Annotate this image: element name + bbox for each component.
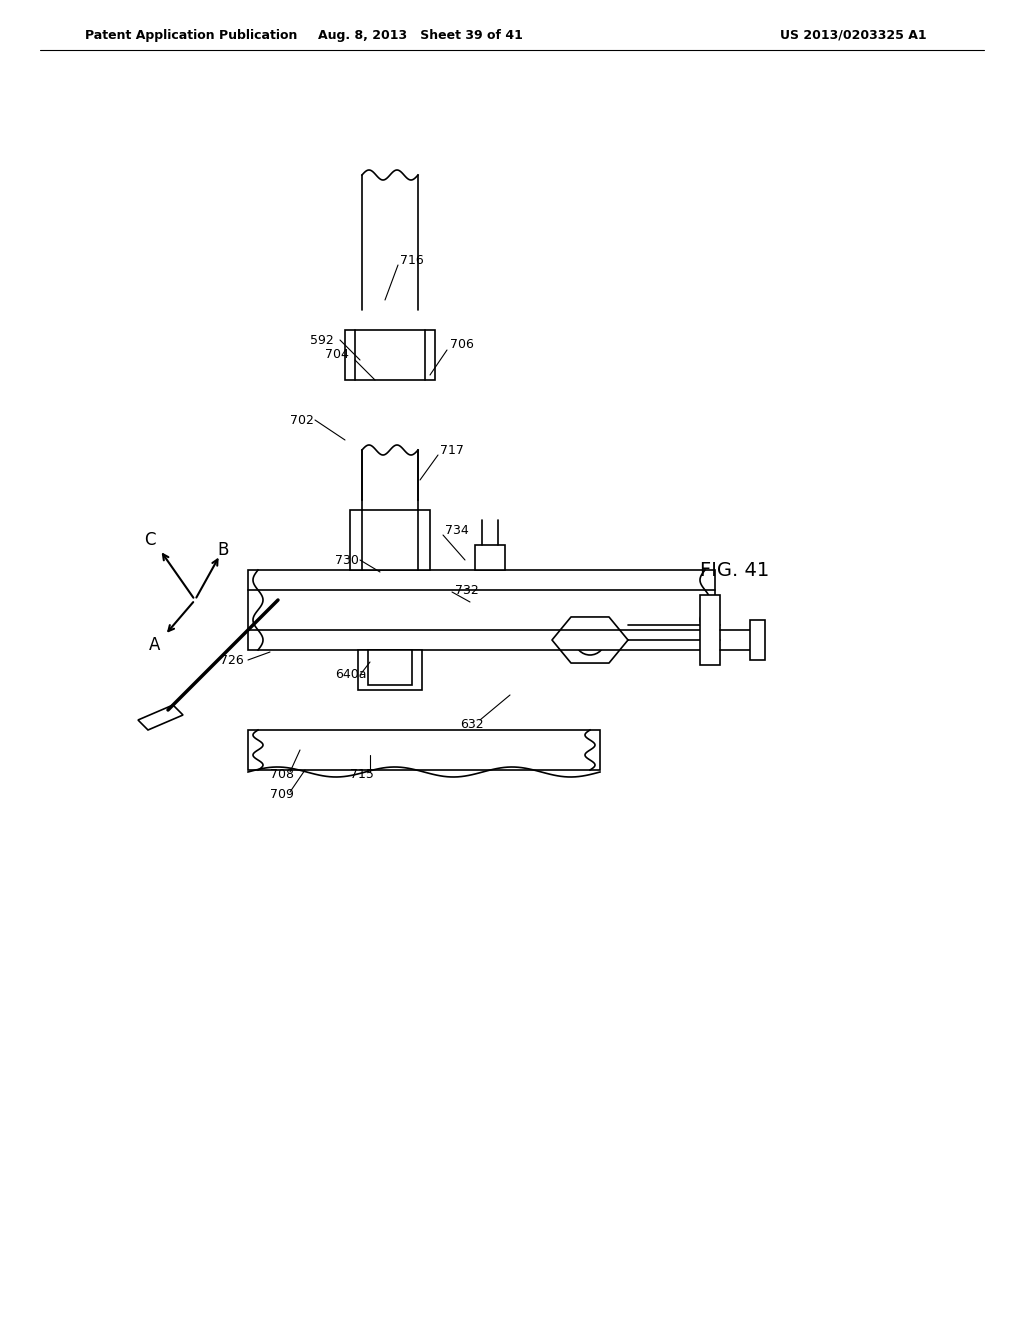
Text: 632: 632 — [460, 718, 483, 731]
Bar — [358, 649, 422, 690]
Text: FIG. 41: FIG. 41 — [700, 561, 769, 579]
Text: 717: 717 — [440, 444, 464, 457]
Bar — [350, 510, 430, 570]
Text: 704: 704 — [325, 348, 349, 362]
Bar — [475, 545, 505, 570]
Text: 730: 730 — [335, 553, 358, 566]
Text: US 2013/0203325 A1: US 2013/0203325 A1 — [780, 29, 927, 41]
Text: 716: 716 — [400, 253, 424, 267]
Polygon shape — [138, 705, 183, 730]
Text: Patent Application Publication: Patent Application Publication — [85, 29, 297, 41]
Text: 640a: 640a — [335, 668, 367, 681]
Bar — [368, 649, 412, 685]
Text: 702: 702 — [290, 413, 314, 426]
Bar — [248, 570, 715, 649]
Text: 709: 709 — [270, 788, 294, 801]
Text: C: C — [144, 531, 156, 549]
Text: 708: 708 — [270, 768, 294, 781]
Text: 592: 592 — [310, 334, 334, 346]
Text: 732: 732 — [455, 583, 479, 597]
Bar — [248, 730, 600, 770]
Text: 734: 734 — [445, 524, 469, 536]
Text: 706: 706 — [450, 338, 474, 351]
Text: 715: 715 — [350, 768, 374, 781]
Bar — [750, 620, 765, 660]
Bar — [345, 330, 435, 380]
Bar — [700, 595, 720, 665]
Text: A: A — [150, 636, 161, 653]
Text: B: B — [217, 541, 228, 558]
Text: 726: 726 — [220, 653, 244, 667]
Text: Aug. 8, 2013   Sheet 39 of 41: Aug. 8, 2013 Sheet 39 of 41 — [317, 29, 522, 41]
